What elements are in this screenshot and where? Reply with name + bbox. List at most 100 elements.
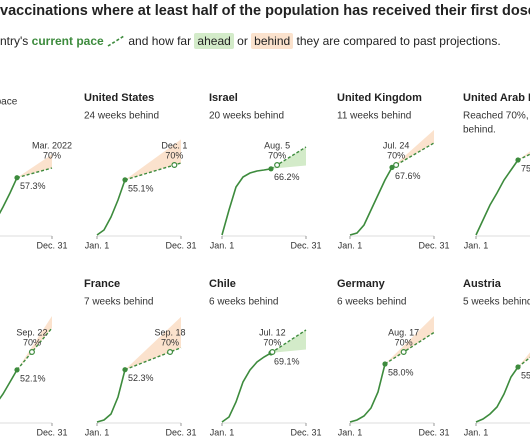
- x-tick-label: Dec. 31: [36, 240, 67, 250]
- x-tick-label: Dec. 31: [165, 240, 196, 250]
- x-tick-label: Jan. 1: [210, 427, 235, 437]
- headline: vaccinations where at least half of the …: [0, 3, 530, 19]
- current-label: 52.1%: [20, 373, 46, 383]
- current-label: 55.1%: [128, 183, 154, 193]
- x-tick-label: Jan. 1: [338, 427, 363, 437]
- legend-text: or: [237, 33, 248, 48]
- current-dot: [268, 166, 274, 172]
- x-tick-label: Dec. 31: [290, 427, 321, 437]
- dash-icon: [107, 35, 125, 47]
- vaccination-line: [221, 352, 272, 423]
- current-label: 58.0%: [388, 367, 414, 377]
- target-label: 70%: [165, 150, 183, 160]
- projection-line: [270, 329, 307, 354]
- current-dot: [122, 177, 128, 183]
- x-tick-label: Dec. 31: [418, 427, 449, 437]
- current-label: 67.6%: [395, 171, 421, 181]
- vaccination-line: [349, 363, 386, 423]
- vaccination-line: [349, 167, 393, 236]
- current-dot: [122, 367, 128, 373]
- target-label: 70%: [268, 150, 286, 160]
- target-date: Jul. 24: [383, 140, 410, 150]
- target-marker: [171, 162, 178, 169]
- target-marker: [274, 162, 281, 169]
- current-label: 57.3%: [20, 181, 46, 191]
- x-tick-label: Jan. 1: [85, 240, 110, 250]
- current-label: 66.2%: [274, 172, 300, 182]
- x-tick-label: Dec. 31: [290, 240, 321, 250]
- target-marker: [400, 349, 407, 356]
- projection-line: [517, 356, 530, 368]
- zone-behind: [518, 352, 530, 367]
- x-tick-label: Jan. 1: [464, 240, 489, 250]
- target-label: 70%: [263, 337, 281, 347]
- target-marker: [393, 162, 400, 169]
- vaccination-line: [0, 369, 18, 400]
- current-dot: [515, 364, 521, 370]
- panel-subtitle: 11 weeks behind: [337, 111, 411, 122]
- target-date: Sep. 22: [16, 327, 47, 337]
- panel-title: France: [84, 278, 120, 290]
- panel-title: Israel: [209, 92, 238, 104]
- vaccination-line: [221, 168, 272, 236]
- vaccination-line: [96, 179, 126, 236]
- x-tick-label: Jan. 1: [85, 427, 110, 437]
- panel-title: Chile: [209, 278, 236, 290]
- legend-pace: current pace: [31, 33, 104, 48]
- projection-line: [517, 153, 530, 161]
- current-dot: [14, 175, 20, 181]
- panel-subtitle: 7 weeks behind: [84, 297, 154, 308]
- panel-title: United States: [84, 92, 154, 104]
- panel-title: United Arab E: [463, 92, 530, 104]
- x-tick-label: Dec. 31: [165, 427, 196, 437]
- projection-line: [16, 327, 53, 371]
- panel-subtitle: ir fastest pace: [0, 97, 18, 108]
- zone-behind: [125, 316, 181, 370]
- x-tick-label: Dec. 31: [418, 240, 449, 250]
- target-marker: [167, 349, 174, 356]
- target-date: Aug. 17: [388, 327, 419, 337]
- current-dot: [515, 157, 521, 163]
- vaccination-line: [475, 159, 519, 236]
- current-dot: [389, 164, 395, 170]
- zone-behind: [385, 316, 434, 364]
- vaccination-line: [475, 366, 519, 423]
- current-label: 52.3%: [128, 373, 154, 383]
- current-label: 55: [521, 370, 530, 380]
- panel-subtitle: 20 weeks behind: [209, 111, 284, 122]
- target-date: Mar. 2022: [32, 140, 72, 150]
- x-tick-label: Jan. 1: [210, 240, 235, 250]
- vaccination-line: [96, 369, 126, 423]
- legend-text: and how far: [128, 33, 192, 48]
- target-label: 70%: [43, 150, 61, 160]
- target-date: Jul. 12: [259, 327, 286, 337]
- x-tick-label: Jan. 1: [464, 427, 489, 437]
- legend-dash-icon: [107, 35, 125, 47]
- legend-text: they are compared to past projections.: [296, 33, 501, 48]
- target-marker: [269, 349, 276, 356]
- panel-subtitle: 6 weeks behind: [209, 297, 279, 308]
- zone-behind: [392, 130, 434, 168]
- target-label: 70%: [23, 337, 41, 347]
- zone-behind: [17, 154, 52, 178]
- panel-subtitle: behind.: [463, 125, 496, 136]
- zone-behind: [125, 139, 181, 180]
- target-label: 70%: [395, 337, 413, 347]
- current-dot: [14, 367, 20, 373]
- legend-behind: behind: [251, 32, 294, 49]
- panel-subtitle: Reached 70%, 8: [463, 111, 530, 122]
- legend-ahead: ahead: [194, 32, 234, 49]
- panel-subtitle: 24 weeks behind: [84, 111, 159, 122]
- legend-text: ntry's: [0, 33, 29, 48]
- target-date: Sep. 18: [155, 327, 186, 337]
- zone-behind: [518, 151, 530, 160]
- zone-behind: [17, 316, 52, 370]
- vaccination-line: [0, 177, 18, 215]
- panel-title: United Kingdom: [337, 92, 422, 104]
- panel-title: Austria: [463, 278, 502, 290]
- x-tick-label: Jan. 1: [338, 240, 363, 250]
- legend-line: ntry's current pace and how far ahead or…: [0, 32, 501, 49]
- panel-subtitle: 6 weeks behind: [337, 297, 407, 308]
